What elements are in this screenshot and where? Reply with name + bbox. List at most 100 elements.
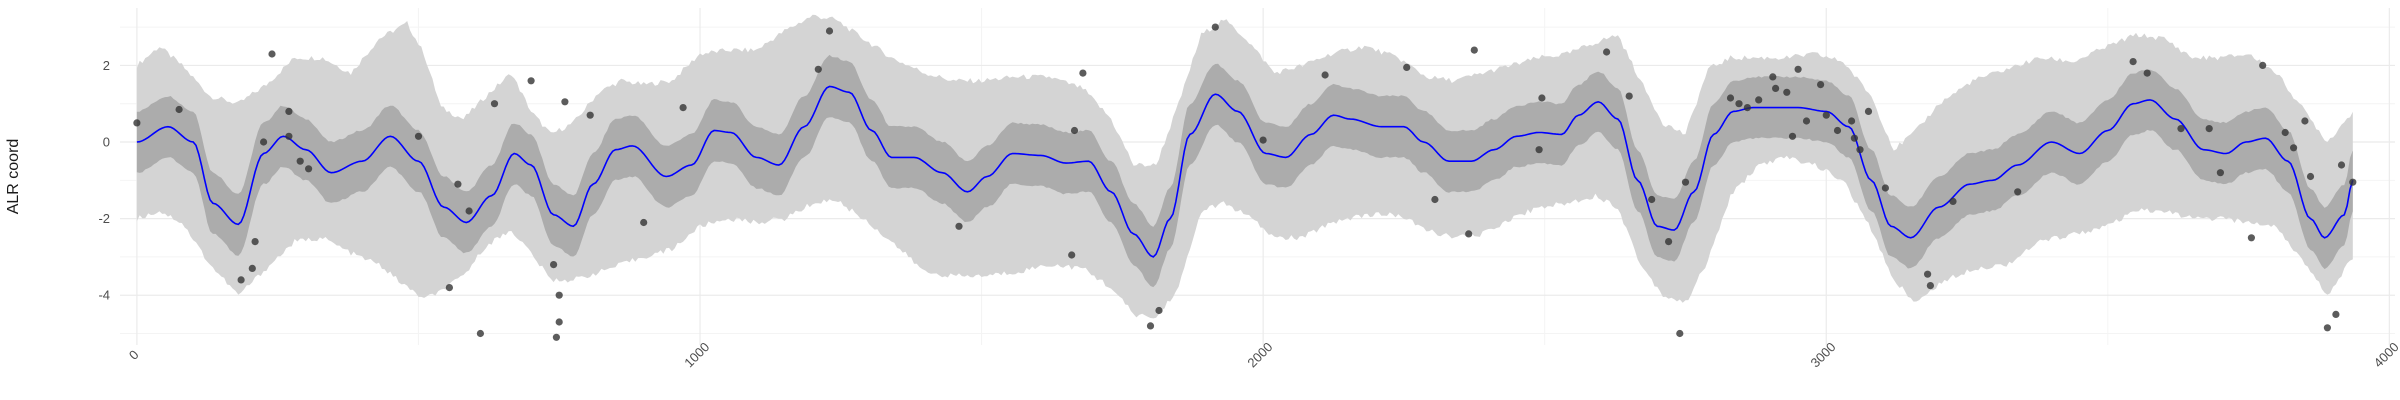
data-point — [1431, 195, 1439, 204]
data-point — [527, 77, 535, 85]
data-point — [955, 222, 963, 230]
data-point — [1788, 132, 1797, 140]
data-point — [2337, 161, 2346, 169]
data-point — [296, 157, 304, 165]
data-point — [260, 138, 268, 146]
data-point — [1625, 92, 1633, 100]
data-point — [2216, 169, 2224, 177]
x-tick-label: 4000 — [2371, 339, 2400, 370]
data-point — [476, 329, 484, 338]
data-point — [1211, 23, 1219, 31]
y-tick-labels: -4 -2 0 2 — [98, 58, 110, 303]
x-tick-label: 2000 — [1244, 339, 1275, 370]
data-point — [1735, 100, 1743, 108]
data-point — [1848, 117, 1856, 125]
data-point — [2332, 310, 2340, 318]
x-tick-labels: 0 1000 2000 3000 4000 — [126, 339, 2400, 370]
data-point — [133, 119, 141, 127]
data-point — [1070, 126, 1079, 135]
data-point — [1881, 184, 1889, 192]
data-point — [1802, 117, 1811, 125]
data-point — [550, 261, 558, 269]
data-point — [1926, 282, 1934, 290]
data-point — [561, 98, 569, 106]
data-point — [1817, 81, 1825, 89]
data-points — [133, 23, 2357, 341]
data-point — [1864, 107, 1873, 115]
data-point — [640, 218, 648, 227]
data-point — [2306, 172, 2315, 181]
data-point — [414, 132, 423, 140]
data-point — [586, 111, 594, 119]
data-point — [1856, 146, 1864, 154]
data-point — [1538, 94, 1546, 102]
data-point — [1772, 84, 1780, 92]
data-point — [1259, 136, 1267, 144]
data-point — [1924, 270, 1932, 278]
data-point — [1465, 230, 1473, 238]
data-point — [1603, 48, 1611, 56]
data-point — [1949, 197, 1957, 205]
data-point — [175, 105, 183, 114]
data-point — [1769, 73, 1777, 81]
inner-credible-band — [136, 54, 2353, 288]
data-point — [1648, 195, 1656, 204]
data-point — [1155, 306, 1163, 315]
y-tick-label: 0 — [103, 135, 110, 150]
data-point — [814, 65, 822, 73]
data-point — [1535, 146, 1543, 154]
data-point — [1822, 111, 1830, 119]
data-point — [1783, 88, 1791, 96]
data-point — [454, 180, 462, 188]
data-point — [248, 264, 256, 272]
data-point — [305, 165, 313, 173]
data-point — [2259, 61, 2267, 69]
data-point — [1681, 178, 1690, 186]
data-point — [1665, 238, 1673, 246]
data-point — [555, 291, 563, 299]
data-point — [1146, 322, 1155, 330]
data-point — [1794, 65, 1802, 73]
data-point — [285, 107, 293, 115]
data-point — [2205, 125, 2213, 133]
data-point — [1470, 46, 1478, 54]
data-point — [237, 276, 245, 284]
data-point — [1743, 104, 1751, 112]
data-point — [2129, 58, 2137, 66]
mean-line — [136, 85, 2354, 258]
data-point — [1726, 94, 1735, 102]
data-point — [2014, 188, 2022, 196]
data-point — [285, 132, 293, 140]
data-point — [1403, 63, 1411, 71]
y-tick-label: 2 — [103, 58, 110, 73]
data-point — [552, 333, 561, 341]
data-point — [251, 238, 259, 246]
data-point — [465, 207, 473, 215]
y-tick-label: -4 — [98, 288, 110, 303]
data-point — [679, 104, 687, 112]
data-point — [1755, 96, 1763, 104]
data-point — [1833, 126, 1842, 135]
x-tick-label: 3000 — [1808, 339, 1839, 370]
data-point — [825, 27, 834, 35]
data-point — [2290, 144, 2298, 152]
data-point — [490, 100, 499, 108]
x-tick-label: 0 — [126, 347, 142, 363]
data-point — [2323, 324, 2331, 332]
data-point — [2247, 234, 2255, 242]
data-point — [2143, 69, 2151, 77]
data-point — [2281, 128, 2289, 137]
data-point — [2301, 117, 2309, 125]
y-tick-label: -2 — [98, 211, 110, 226]
data-point — [2349, 178, 2357, 186]
data-point — [2177, 125, 2185, 133]
data-point — [1079, 69, 1087, 77]
data-point — [1676, 329, 1684, 338]
y-axis-title: ALR coord — [5, 139, 22, 215]
data-point — [1068, 251, 1076, 259]
data-point — [445, 284, 453, 292]
data-point — [268, 50, 276, 58]
data-point — [555, 318, 563, 326]
data-point — [1850, 134, 1858, 142]
